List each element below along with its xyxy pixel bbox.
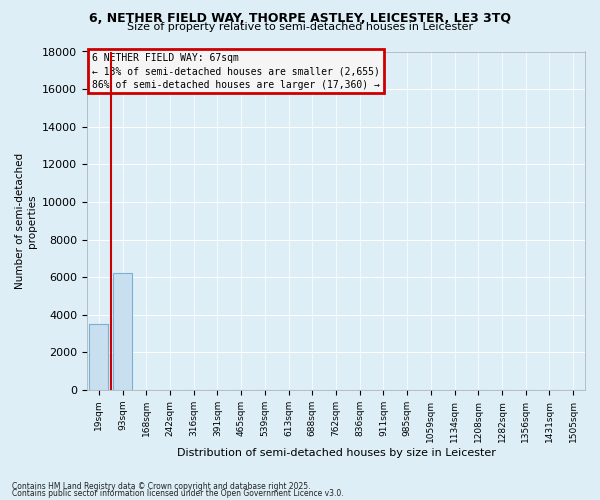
- Text: Contains HM Land Registry data © Crown copyright and database right 2025.: Contains HM Land Registry data © Crown c…: [12, 482, 311, 491]
- Text: 6 NETHER FIELD WAY: 67sqm
← 13% of semi-detached houses are smaller (2,655)
86% : 6 NETHER FIELD WAY: 67sqm ← 13% of semi-…: [92, 53, 380, 90]
- Y-axis label: Number of semi-detached
properties: Number of semi-detached properties: [15, 152, 37, 289]
- Bar: [113, 274, 132, 390]
- X-axis label: Distribution of semi-detached houses by size in Leicester: Distribution of semi-detached houses by …: [176, 448, 496, 458]
- Bar: [89, 324, 109, 390]
- Text: Size of property relative to semi-detached houses in Leicester: Size of property relative to semi-detach…: [127, 22, 473, 32]
- Text: 6, NETHER FIELD WAY, THORPE ASTLEY, LEICESTER, LE3 3TQ: 6, NETHER FIELD WAY, THORPE ASTLEY, LEIC…: [89, 12, 511, 26]
- Text: Contains public sector information licensed under the Open Government Licence v3: Contains public sector information licen…: [12, 490, 344, 498]
